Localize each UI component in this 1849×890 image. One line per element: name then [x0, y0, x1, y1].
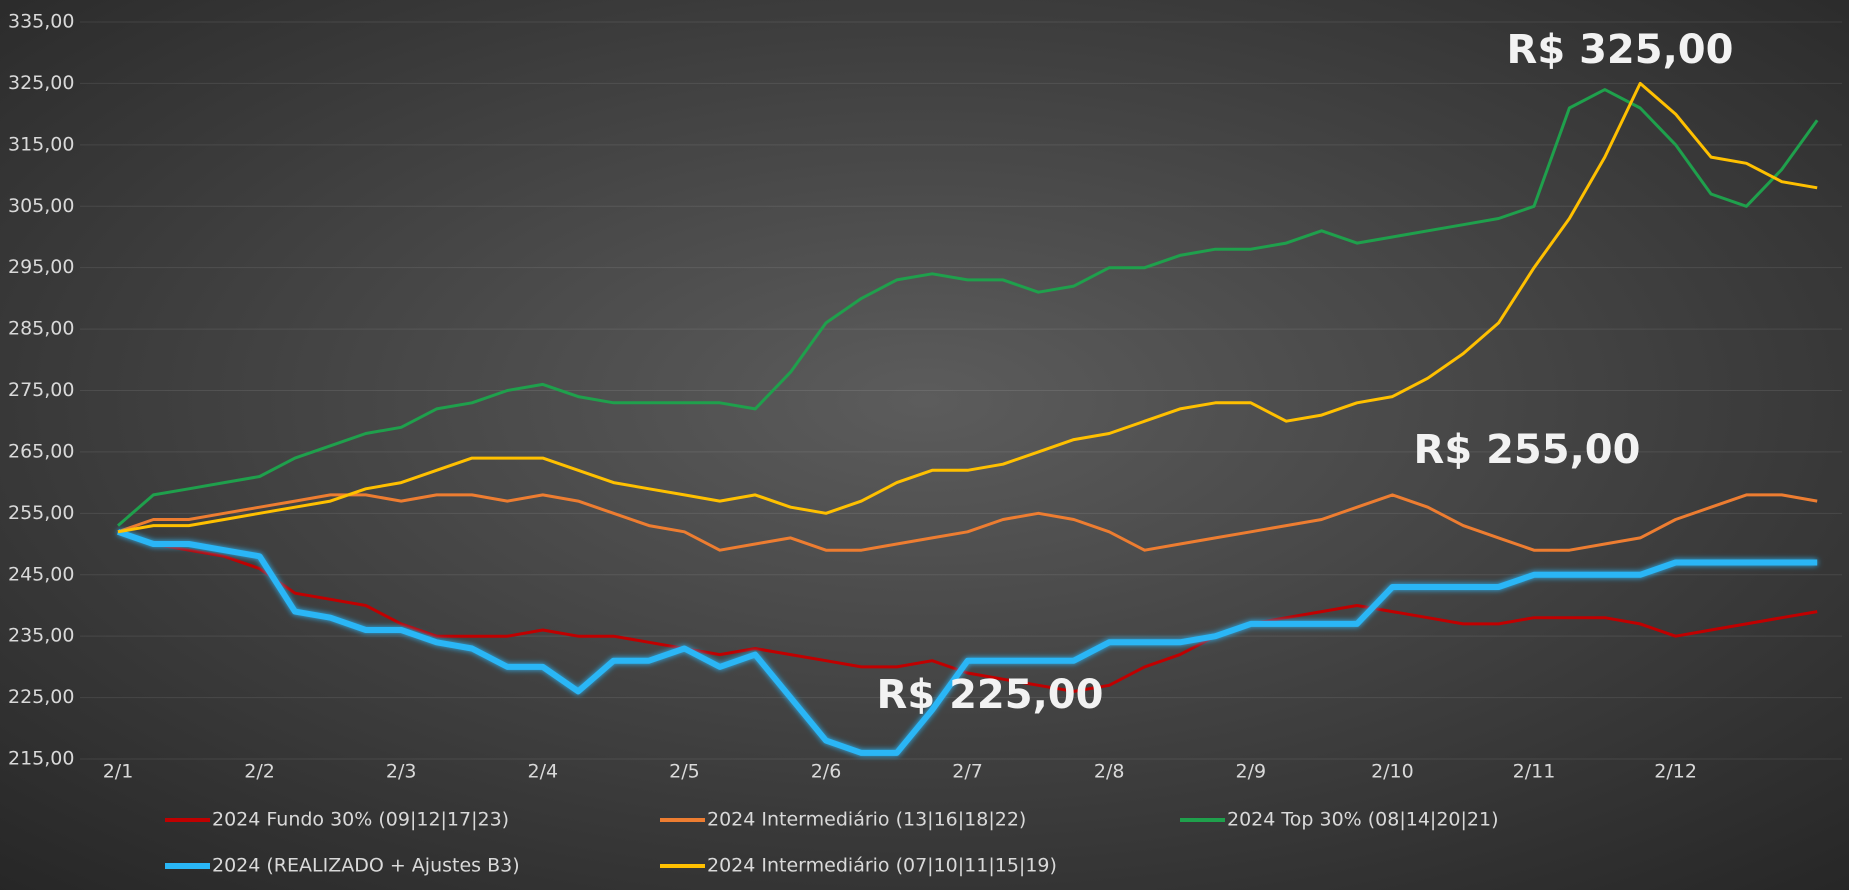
legend-label: 2024 (REALIZADO + Ajustes B3): [212, 855, 520, 877]
y-tick-label: 315,00: [8, 133, 74, 155]
y-tick-label: 295,00: [8, 256, 74, 278]
y-tick-label: 265,00: [8, 440, 74, 462]
legend-label: 2024 Top 30% (08|14|20|21): [1227, 809, 1499, 831]
x-tick-label: 2/10: [1371, 761, 1414, 783]
y-tick-label: 325,00: [8, 72, 74, 94]
y-tick-label: 305,00: [8, 195, 74, 217]
legend-label: 2024 Intermediário (13|16|18|22): [707, 809, 1026, 831]
legend-label: 2024 Intermediário (07|10|11|15|19): [707, 855, 1057, 877]
y-tick-label: 235,00: [8, 625, 74, 647]
series-line: [117, 88, 1819, 527]
y-tick-label: 275,00: [8, 379, 74, 401]
series-line: [117, 493, 1818, 552]
annotation: R$ 225,00: [877, 672, 1104, 718]
annotation: R$ 255,00: [1414, 427, 1641, 473]
y-tick-label: 215,00: [8, 748, 74, 770]
x-tick-label: 2/4: [528, 761, 559, 783]
x-tick-label: 2/7: [952, 761, 983, 783]
y-tick-label: 245,00: [8, 563, 74, 585]
series-line: [117, 81, 1818, 534]
y-tick-label: 335,00: [8, 11, 74, 33]
x-tick-label: 2/11: [1513, 761, 1556, 783]
y-tick-label: 285,00: [8, 318, 74, 340]
y-tick-label: 255,00: [8, 502, 74, 524]
x-tick-label: 2/1: [103, 761, 134, 783]
series-line: [117, 528, 1818, 756]
x-tick-label: 2/12: [1654, 761, 1697, 783]
x-tick-label: 2/3: [386, 761, 417, 783]
annotation: R$ 325,00: [1507, 27, 1734, 73]
series-line: [117, 530, 1818, 693]
x-tick-label: 2/9: [1236, 761, 1267, 783]
x-tick-label: 2/8: [1094, 761, 1125, 783]
x-tick-label: 2/5: [669, 761, 700, 783]
x-tick-label: 2/6: [811, 761, 842, 783]
legend-label: 2024 Fundo 30% (09|12|17|23): [212, 809, 509, 831]
x-tick-label: 2/2: [244, 761, 275, 783]
y-tick-label: 225,00: [8, 686, 74, 708]
